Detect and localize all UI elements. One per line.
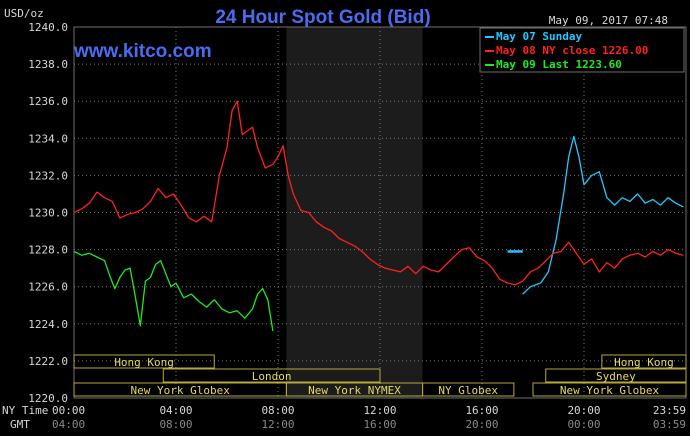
- session-band: [162, 368, 381, 383]
- x-tick-label-gmt: 04:00: [52, 418, 85, 431]
- session-band-label: New York NYMEX: [308, 384, 401, 397]
- session-band: [532, 382, 687, 397]
- unit-label: USD/oz: [4, 7, 44, 20]
- x-tick-label-gmt: 08:00: [159, 418, 192, 431]
- x-tick-label-ny: 12:00: [363, 404, 396, 417]
- series-line: [522, 135, 684, 295]
- session-band-label: Sydney: [596, 370, 636, 383]
- x-tick-label-gmt: 03:59: [653, 418, 686, 431]
- series-line: [73, 250, 274, 332]
- legend-entry: May 07 Sunday: [496, 30, 582, 43]
- session-band: [545, 368, 687, 383]
- series-line: [73, 100, 684, 286]
- y-tick-label: 1236.0: [28, 95, 68, 108]
- y-tick-label: 1240.0: [28, 21, 68, 34]
- plot-area: 1220.0 1222.0 1224.0 1226.0 1228.0 1230.0 1232…: [28, 21, 687, 431]
- y-tick-label: 1238.0: [28, 58, 68, 71]
- y-tick-label: 1234.0: [28, 132, 68, 145]
- y-tick-label: 1228.0: [28, 244, 68, 257]
- session-band-label: NY Globex: [438, 384, 498, 397]
- timestamp: May 09, 2017 07:48: [549, 14, 668, 27]
- site-watermark: www.kitco.com: [73, 41, 212, 62]
- x-tick-label-ny: 08:00: [261, 404, 294, 417]
- session-band-label: New York Globex: [560, 384, 660, 397]
- session-band-label: Hong Kong: [614, 356, 674, 369]
- x-tick-label-gmt: 00:00: [567, 418, 600, 431]
- legend-entry: May 09 Last 1223.60: [496, 58, 622, 71]
- y-tick-label: 1226.0: [28, 281, 68, 294]
- x-tick-label-ny: 23:59: [653, 404, 686, 417]
- legend-box: [479, 27, 685, 73]
- x-tick-label-gmt: 16:00: [363, 418, 396, 431]
- x-tick-label-ny: 16:00: [465, 404, 498, 417]
- session-band: [73, 354, 215, 369]
- y-tick-label: 1232.0: [28, 169, 68, 182]
- session-band-label: New York Globex: [131, 384, 231, 397]
- chart-title: 24 Hour Spot Gold (Bid): [215, 7, 430, 28]
- session-band: [422, 382, 515, 397]
- x-tick-label-ny: 20:00: [567, 404, 600, 417]
- y-tick-label: 1224.0: [28, 318, 68, 331]
- x-tick-label-gmt: 20:00: [465, 418, 498, 431]
- session-band-label: Hong Kong: [114, 356, 174, 369]
- session-band-label: London: [252, 370, 292, 383]
- y-tick-label: 1220.0: [28, 392, 68, 405]
- x-tick-label-gmt: 12:00: [261, 418, 294, 431]
- x-tick-label-ny: 04:00: [159, 404, 192, 417]
- ny-time-label: NY Time: [2, 404, 48, 417]
- y-tick-label: 1222.0: [28, 355, 68, 368]
- y-tick-label: 1230.0: [28, 207, 68, 220]
- gmt-label: GMT: [10, 418, 30, 431]
- legend-entry: May 08 NY close 1226.00: [496, 44, 648, 57]
- x-tick-label-ny: 00:00: [52, 404, 85, 417]
- session-band: [601, 354, 687, 369]
